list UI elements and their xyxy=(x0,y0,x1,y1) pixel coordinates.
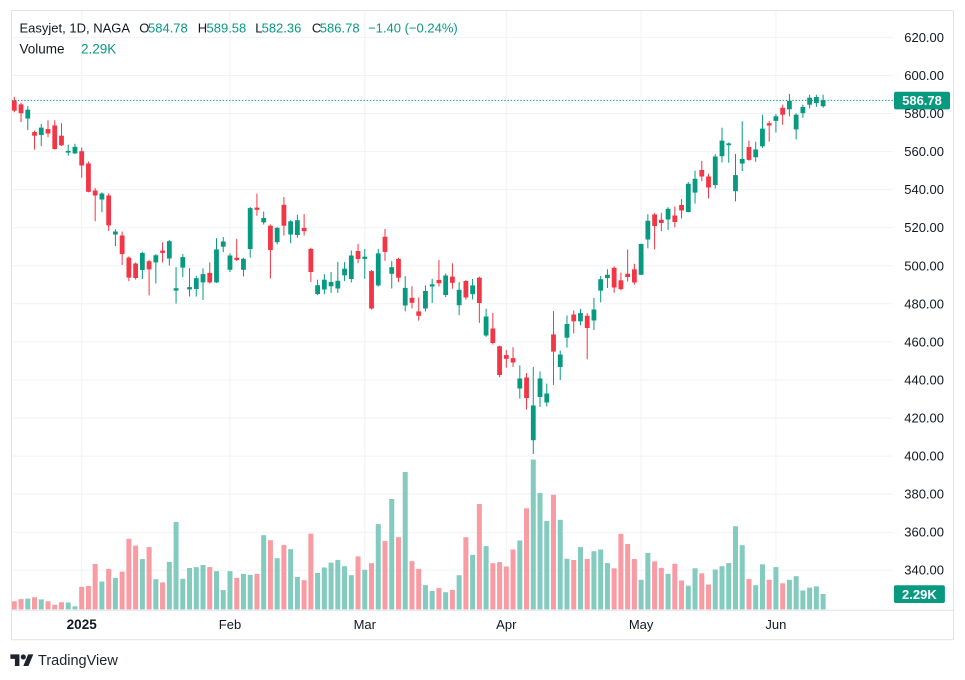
svg-text:L: L xyxy=(255,21,262,36)
svg-text:440.00: 440.00 xyxy=(904,372,944,387)
svg-text:2.29K: 2.29K xyxy=(81,42,116,57)
svg-text:580.00: 580.00 xyxy=(904,106,944,121)
svg-text:380.00: 380.00 xyxy=(904,487,944,502)
svg-text:586.78: 586.78 xyxy=(902,93,942,108)
svg-text:540.00: 540.00 xyxy=(904,182,944,197)
svg-text:Mar: Mar xyxy=(354,617,377,632)
svg-text:560.00: 560.00 xyxy=(904,144,944,159)
svg-text:360.00: 360.00 xyxy=(904,525,944,540)
svg-text:420.00: 420.00 xyxy=(904,411,944,426)
svg-text:340.00: 340.00 xyxy=(904,563,944,578)
svg-text:Apr: Apr xyxy=(496,617,517,632)
svg-text:Jun: Jun xyxy=(765,617,786,632)
svg-text:Volume: Volume xyxy=(20,42,65,57)
svg-text:C: C xyxy=(312,21,321,36)
svg-text:Easyjet, 1D, NAGA: Easyjet, 1D, NAGA xyxy=(20,21,131,36)
svg-text:480.00: 480.00 xyxy=(904,296,944,311)
svg-text:589.58: 589.58 xyxy=(207,21,247,36)
svg-text:460.00: 460.00 xyxy=(904,334,944,349)
svg-text:O: O xyxy=(139,21,149,36)
svg-text:400.00: 400.00 xyxy=(904,449,944,464)
svg-text:620.00: 620.00 xyxy=(904,30,944,45)
svg-text:H: H xyxy=(198,21,207,36)
svg-text:500.00: 500.00 xyxy=(904,258,944,273)
svg-text:Feb: Feb xyxy=(219,617,241,632)
svg-text:2.29K: 2.29K xyxy=(902,587,937,602)
svg-text:May: May xyxy=(629,617,654,632)
svg-text:−1.40 (−0.24%): −1.40 (−0.24%) xyxy=(368,21,458,36)
svg-text:2025: 2025 xyxy=(67,617,98,632)
svg-text:586.78: 586.78 xyxy=(320,21,360,36)
svg-text:520.00: 520.00 xyxy=(904,220,944,235)
svg-text:582.36: 582.36 xyxy=(262,21,302,36)
svg-text:584.78: 584.78 xyxy=(148,21,188,36)
svg-text:TradingView: TradingView xyxy=(38,653,118,669)
svg-text:600.00: 600.00 xyxy=(904,68,944,83)
